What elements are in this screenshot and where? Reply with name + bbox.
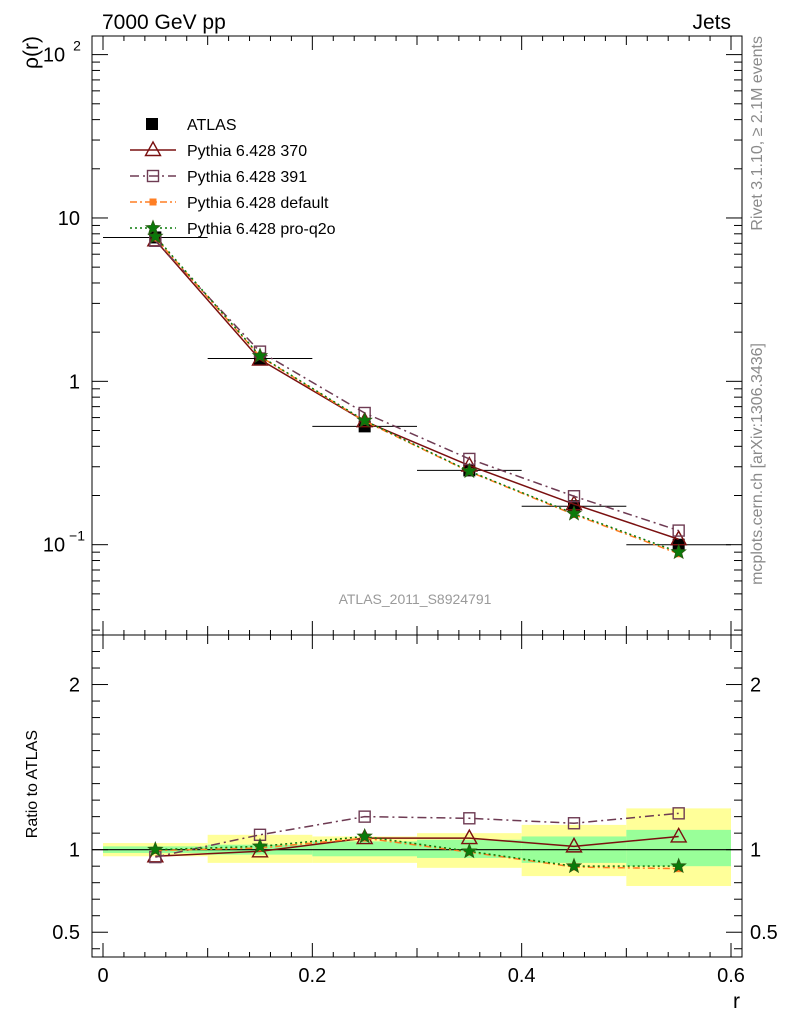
- main-y-tick-exponent: 2: [73, 38, 81, 54]
- ratio-band-green: [312, 841, 417, 857]
- ratio-ylabel: Ratio to ATLAS: [24, 730, 41, 838]
- star-marker: [670, 857, 687, 874]
- main-series-line-2: [154, 240, 679, 532]
- x-tick-label: 0: [97, 965, 108, 987]
- ratio-series-line-2: [155, 812, 679, 858]
- filled-square-marker: [149, 198, 157, 206]
- ratio-y-tick-label: 0.5: [52, 922, 80, 944]
- ratio-y-tick-label-right: 0.5: [750, 922, 778, 944]
- header-right: Jets: [692, 11, 731, 34]
- legend-entry-label: ATLAS: [187, 117, 237, 134]
- star-marker: [147, 227, 164, 244]
- triangle-marker: [144, 140, 162, 157]
- open-square-marker: [463, 812, 476, 825]
- main-y-tick-label: 1: [69, 371, 80, 393]
- ratio-y-tick-label: 1: [69, 840, 80, 862]
- side-mcplots-text: mcplots.cern.ch [arXiv:1306.3436]: [749, 343, 766, 585]
- star-marker: [251, 837, 269, 854]
- star-marker: [565, 857, 583, 874]
- star-marker: [144, 219, 162, 235]
- ratio-panel-frame: [91, 634, 743, 958]
- main-ylabel: ρ(r): [20, 36, 43, 69]
- ratio-series-line-1: [155, 835, 679, 858]
- x-tick-label: 0.6: [717, 965, 745, 987]
- star-marker: [461, 842, 478, 859]
- star-marker: [356, 411, 373, 428]
- legend-entry-label: Pythia 6.428 370: [187, 143, 307, 160]
- legend-entry-label: Pythia 6.428 391: [187, 169, 307, 186]
- main-series-line-1: [154, 239, 679, 540]
- open-square-marker: [567, 490, 581, 503]
- analysis-watermark: ATLAS_2011_S8924791: [339, 591, 492, 607]
- header-left: 7000 GeV pp: [102, 11, 226, 34]
- data-marker: [146, 118, 158, 130]
- open-square-marker: [672, 807, 685, 820]
- star-marker: [251, 347, 269, 363]
- star-marker: [356, 827, 373, 844]
- triangle-marker: [565, 836, 583, 853]
- x-axis-label: r: [733, 990, 740, 1013]
- star-marker: [147, 841, 164, 857]
- main-y-tick-exponent: −1: [69, 528, 85, 544]
- open-square-marker: [672, 524, 685, 537]
- ratio-y-tick-label: 2: [69, 675, 80, 697]
- open-square-marker: [567, 817, 581, 830]
- open-square-marker: [146, 169, 160, 183]
- triangle-marker: [669, 827, 688, 843]
- main-y-tick-label: 10: [58, 208, 80, 230]
- main-series-line-3: [154, 237, 679, 555]
- star-marker: [670, 543, 687, 560]
- star-marker: [461, 462, 478, 479]
- ratio-y-tick-label-right: 2: [750, 675, 761, 697]
- ratio-y-tick-label-right: 1: [750, 840, 761, 862]
- open-square-marker: [358, 810, 371, 823]
- x-tick-label: 0.4: [508, 965, 536, 987]
- legend-entry-label: Pythia 6.428 default: [187, 195, 329, 212]
- side-rivet-text: Rivet 3.1.10, ≥ 2.1M events: [749, 36, 766, 231]
- main-y-tick-label: 10: [43, 45, 65, 67]
- main-y-tick-label: 10: [43, 535, 65, 557]
- legend-entry-label: Pythia 6.428 pro-q2o: [187, 221, 336, 238]
- x-tick-label: 0.2: [298, 965, 326, 987]
- ratio-series-line-3: [155, 837, 679, 870]
- star-marker: [565, 504, 583, 521]
